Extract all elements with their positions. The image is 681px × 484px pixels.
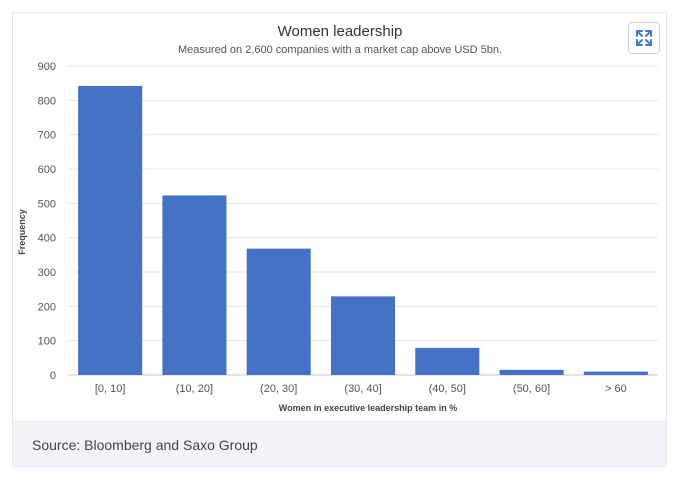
source-text: Source: Bloomberg and Saxo Group xyxy=(32,437,258,453)
bar xyxy=(583,371,648,375)
chart-card: Women leadership Measured on 2,600 compa… xyxy=(12,12,667,467)
y-tick-label: 200 xyxy=(38,301,56,313)
y-tick-label: 700 xyxy=(38,130,56,142)
bar xyxy=(78,85,143,375)
x-axis-label: Women in executive leadership team in % xyxy=(279,403,457,413)
bar xyxy=(415,347,480,375)
y-tick-label: 800 xyxy=(38,95,56,107)
bar xyxy=(162,195,227,375)
expand-icon xyxy=(636,30,652,46)
x-tick-label: (30, 40] xyxy=(344,383,381,395)
chart-area: Women leadership Measured on 2,600 compa… xyxy=(13,13,666,421)
x-tick-label: (20, 30] xyxy=(260,383,297,395)
bar xyxy=(330,296,396,375)
chart-subtitle: Measured on 2,600 companies with a marke… xyxy=(178,44,502,56)
y-tick-label: 100 xyxy=(38,336,56,348)
y-tick-label: 400 xyxy=(38,233,56,245)
y-tick-label: 900 xyxy=(38,61,56,73)
y-axis-label: Frequency xyxy=(17,209,27,255)
chart-footer: Source: Bloomberg and Saxo Group xyxy=(13,421,666,466)
bar xyxy=(499,369,564,375)
x-tick-label: (50, 60] xyxy=(513,383,550,395)
bar xyxy=(246,248,311,375)
y-tick-label: 500 xyxy=(38,198,56,210)
x-tick-label: > 60 xyxy=(605,383,627,395)
bar-chart: Women leadership Measured on 2,600 compa… xyxy=(17,23,658,413)
bars xyxy=(78,85,648,375)
y-tick-label: 600 xyxy=(38,164,56,176)
y-tick-label: 300 xyxy=(38,267,56,279)
x-tick-label: [0, 10] xyxy=(95,383,126,395)
y-axis-ticks: 0 100 200 300 400 500 600 700 800 900 xyxy=(38,61,56,382)
x-axis-ticks: [0, 10] (10, 20] (20, 30] (30, 40] (40, 50] (… xyxy=(95,383,627,395)
y-tick-label: 0 xyxy=(50,370,56,382)
chart-title: Women leadership xyxy=(278,23,403,40)
expand-button[interactable] xyxy=(628,22,660,54)
x-tick-label: (40, 50] xyxy=(429,383,466,395)
x-tick-label: (10, 20] xyxy=(176,383,213,395)
